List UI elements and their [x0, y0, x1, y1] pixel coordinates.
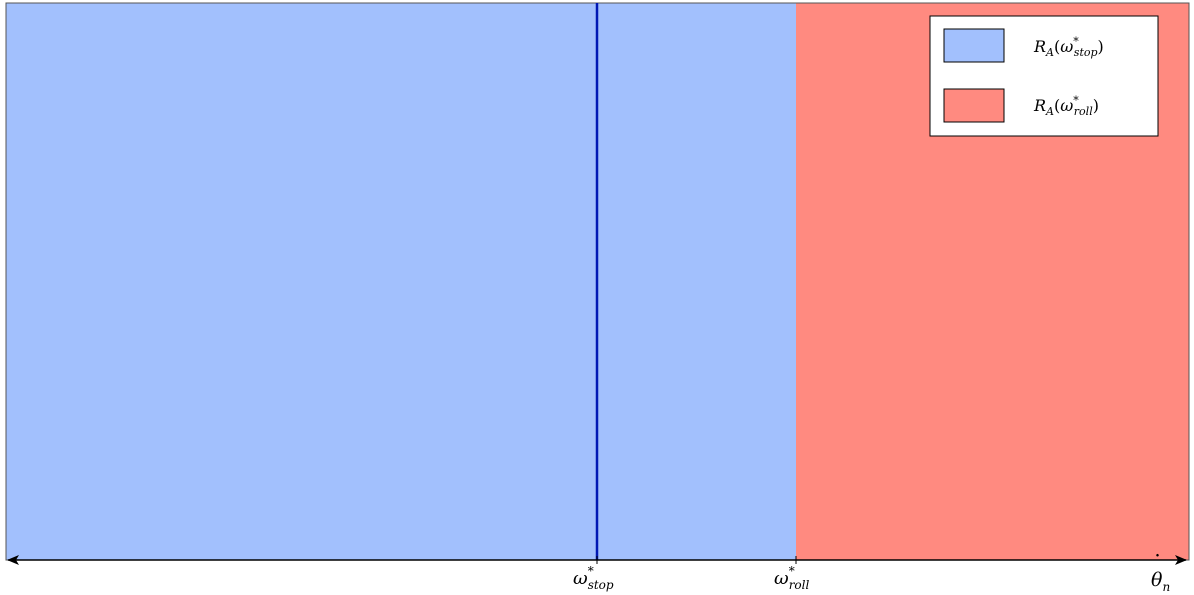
svg-text:˙: ˙ — [1152, 552, 1163, 577]
svg-text:θn: θn — [1151, 569, 1170, 594]
legend-swatch-roll — [943, 88, 1005, 123]
tick-label-omega-stop: ω* stop — [573, 564, 614, 592]
legend-swatch-stop — [943, 28, 1005, 63]
legend: RA(ω* stop) RA(ω* roll) — [929, 15, 1159, 137]
axis-label-theta-dot: θn ˙ — [1151, 552, 1170, 594]
legend-label-roll: RA(ω* roll) — [1033, 94, 1099, 118]
stop-region — [6, 3, 796, 560]
legend-label-stop: RA(ω* stop) — [1033, 35, 1104, 59]
tick-label-omega-roll: ω* roll — [774, 564, 809, 592]
